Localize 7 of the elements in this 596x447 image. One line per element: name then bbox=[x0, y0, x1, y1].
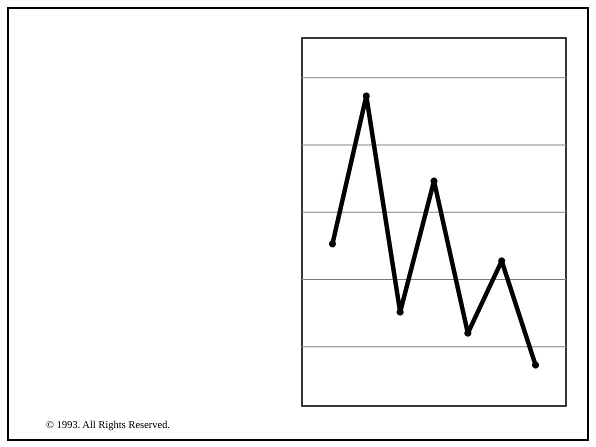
text: © 1993. All Rights Reserved. bbox=[46, 420, 170, 431]
point bbox=[396, 308, 404, 316]
point bbox=[430, 177, 438, 184]
point bbox=[464, 330, 472, 337]
point bbox=[532, 362, 540, 369]
point bbox=[328, 240, 336, 248]
point bbox=[362, 92, 370, 100]
